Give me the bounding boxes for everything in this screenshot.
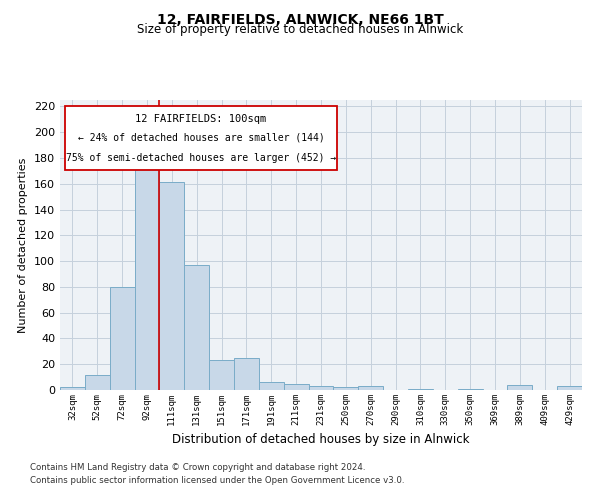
Bar <box>458 388 482 390</box>
Bar <box>508 385 532 390</box>
Text: ← 24% of detached houses are smaller (144): ← 24% of detached houses are smaller (14… <box>77 132 325 142</box>
Bar <box>234 358 259 390</box>
Bar <box>110 287 134 390</box>
Text: 12, FAIRFIELDS, ALNWICK, NE66 1BT: 12, FAIRFIELDS, ALNWICK, NE66 1BT <box>157 12 443 26</box>
Bar <box>184 265 209 390</box>
Text: 75% of semi-detached houses are larger (452) →: 75% of semi-detached houses are larger (… <box>66 153 336 163</box>
Text: 12 FAIRFIELDS: 100sqm: 12 FAIRFIELDS: 100sqm <box>136 114 266 124</box>
Text: Contains public sector information licensed under the Open Government Licence v3: Contains public sector information licen… <box>30 476 404 485</box>
Bar <box>209 360 234 390</box>
Text: Contains HM Land Registry data © Crown copyright and database right 2024.: Contains HM Land Registry data © Crown c… <box>30 464 365 472</box>
Bar <box>160 182 184 390</box>
Bar <box>284 384 308 390</box>
FancyBboxPatch shape <box>65 106 337 170</box>
Bar <box>408 388 433 390</box>
Bar <box>557 386 582 390</box>
Bar <box>358 386 383 390</box>
Y-axis label: Number of detached properties: Number of detached properties <box>19 158 28 332</box>
Text: Distribution of detached houses by size in Alnwick: Distribution of detached houses by size … <box>172 432 470 446</box>
Bar <box>134 166 160 390</box>
Bar <box>60 388 85 390</box>
Text: Size of property relative to detached houses in Alnwick: Size of property relative to detached ho… <box>137 22 463 36</box>
Bar <box>259 382 284 390</box>
Bar <box>85 374 110 390</box>
Bar <box>308 386 334 390</box>
Bar <box>334 388 358 390</box>
